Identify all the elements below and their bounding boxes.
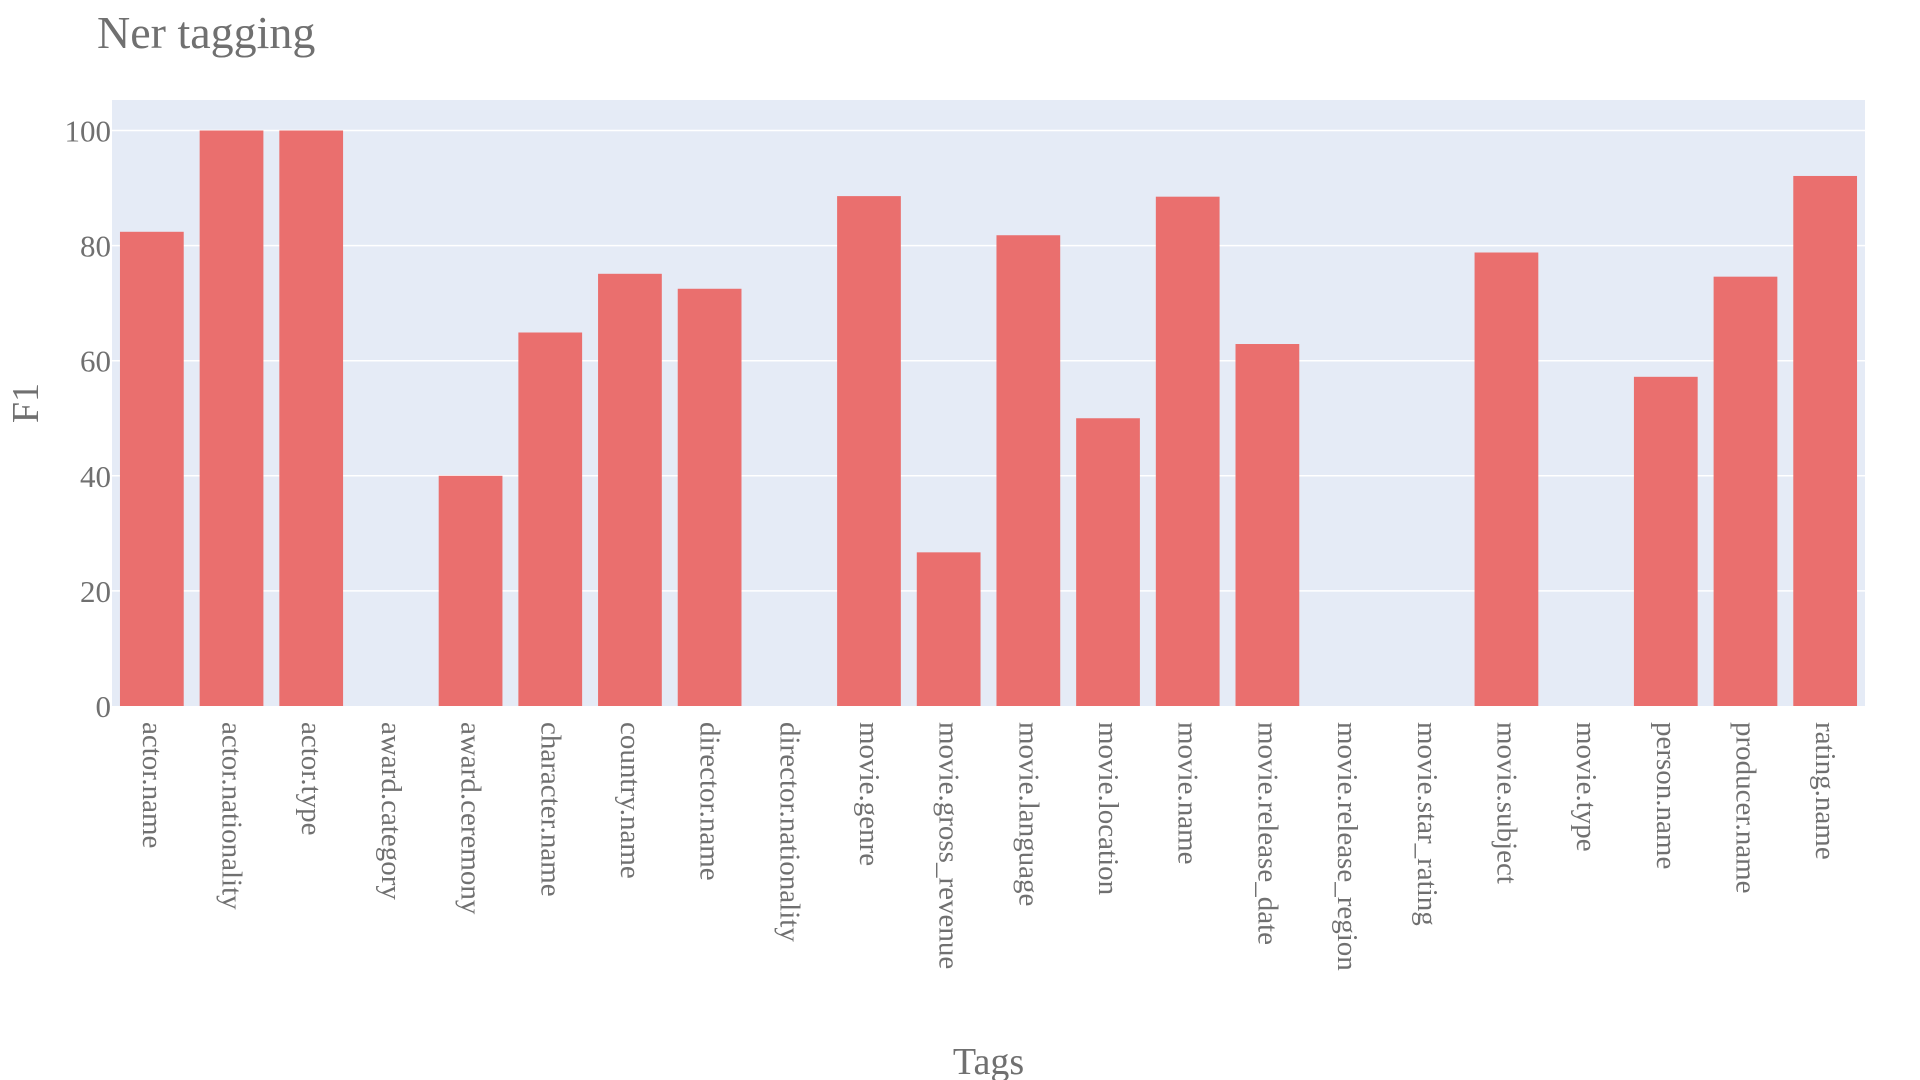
x-tick-label: movie.language <box>1012 722 1044 906</box>
x-tick-label: rating.name <box>1809 722 1841 860</box>
x-tick-label: director.nationality <box>773 722 805 942</box>
gridlines <box>112 129 1865 592</box>
bars <box>119 130 1858 707</box>
plot-area <box>112 100 1865 706</box>
bar-character.name <box>518 332 583 706</box>
y-tick-label: 60 <box>80 344 111 379</box>
x-tick-label: director.name <box>694 722 726 881</box>
x-tick-label: movie.subject <box>1490 722 1522 884</box>
bar-movie.genre <box>837 196 901 706</box>
y-tick-label: 100 <box>65 114 112 149</box>
chart-title: Ner tagging <box>97 7 315 58</box>
x-tick-label: movie.release_region <box>1331 722 1363 971</box>
x-tick-label: award.category <box>375 722 407 900</box>
bar-movie.location <box>1076 418 1140 706</box>
bar-country.name <box>598 273 662 706</box>
bar-rating.name <box>1793 175 1858 706</box>
bar-actor.nationality <box>199 130 264 707</box>
x-axis-title: Tags <box>953 1041 1024 1080</box>
x-tick-label: movie.genre <box>853 722 885 866</box>
x-tick-label: country.name <box>614 722 646 879</box>
x-tick-label: person.name <box>1650 722 1682 869</box>
x-tick-label: character.name <box>534 722 566 897</box>
bar-award.ceremony <box>438 475 503 706</box>
x-tick-label: movie.location <box>1092 722 1124 896</box>
x-tick-label: award.ceremony <box>455 722 487 915</box>
y-tick-label: 0 <box>96 689 112 724</box>
x-tick-label: producer.name <box>1729 722 1761 894</box>
x-tick-label: movie.release_date <box>1251 722 1283 945</box>
bar-director.name <box>677 288 742 706</box>
x-tick-label: movie.type <box>1570 722 1602 852</box>
x-tick-label: movie.gross_revenue <box>933 722 965 969</box>
bar-movie.subject <box>1474 252 1539 706</box>
y-axis-title: F1 <box>5 383 47 423</box>
y-tick-label: 40 <box>80 459 111 494</box>
bar-actor.name <box>119 231 184 706</box>
bar-person.name <box>1633 376 1698 706</box>
x-tick-label: actor.name <box>136 722 168 848</box>
x-tick-label: actor.nationality <box>216 722 248 910</box>
bar-movie.name <box>1155 196 1220 706</box>
bar-movie.release_date <box>1235 344 1300 706</box>
y-tick-label: 20 <box>80 574 111 609</box>
bar-movie.gross_revenue <box>916 552 981 706</box>
x-tick-label: actor.type <box>295 722 327 836</box>
bar-actor.type <box>279 130 344 707</box>
x-tick-label: movie.name <box>1172 722 1204 865</box>
x-axis-ticks: actor.name actor.nationality actor.type awa… <box>136 722 1841 971</box>
y-axis-ticks: 0 20 40 60 80 100 <box>65 114 112 724</box>
bar-producer.name <box>1713 276 1778 706</box>
y-tick-label: 80 <box>80 229 111 264</box>
x-tick-label: movie.star_rating <box>1411 722 1443 926</box>
bar-movie.language <box>996 235 1061 706</box>
